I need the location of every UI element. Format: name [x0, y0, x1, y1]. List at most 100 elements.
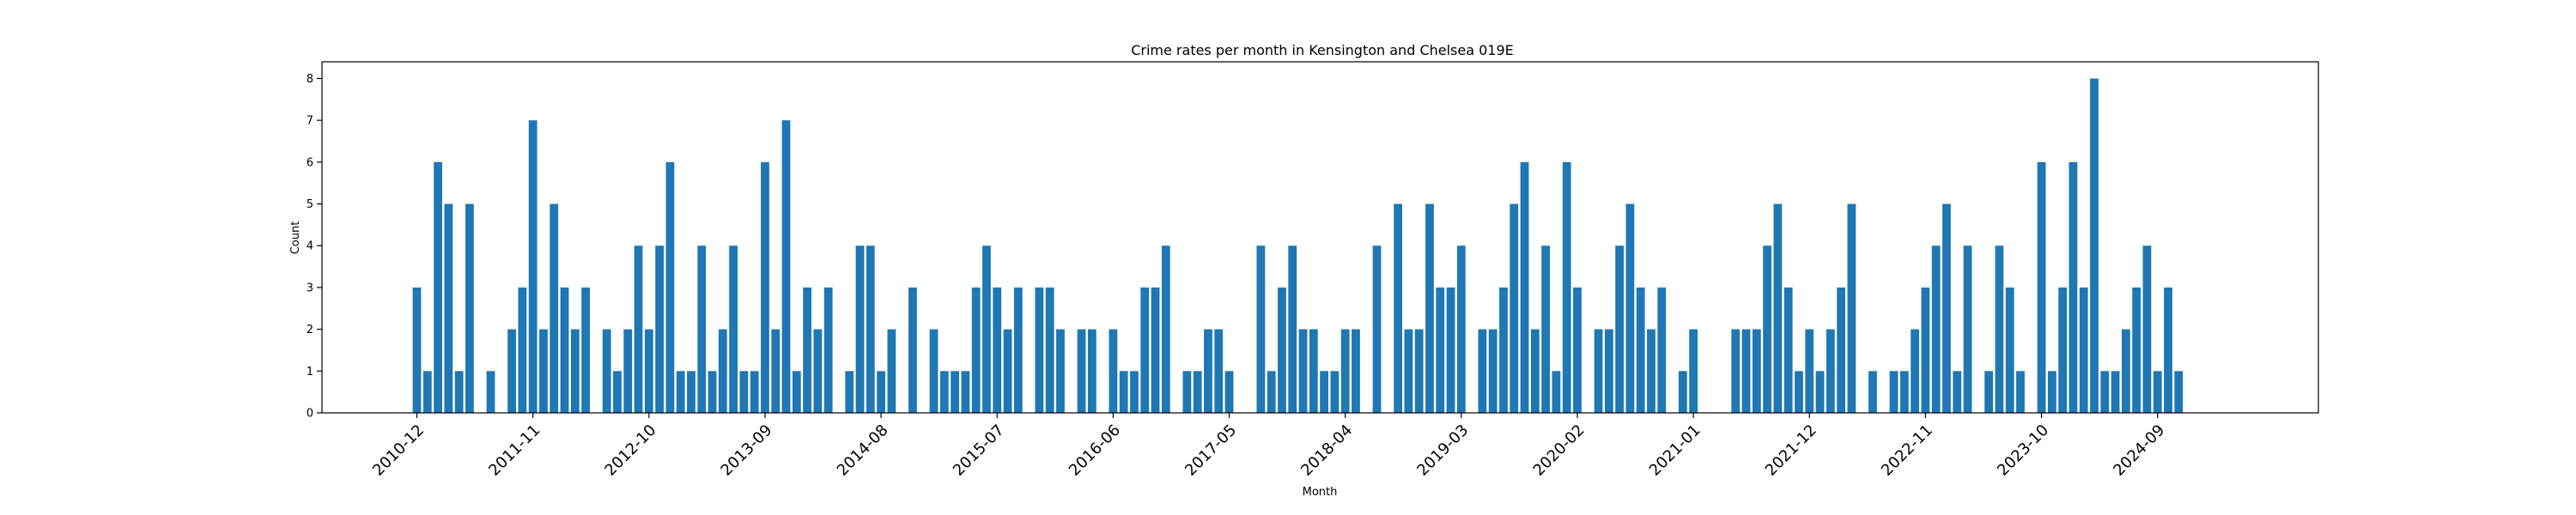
bar — [993, 287, 1002, 413]
x-tick-label: 2021-01 — [1646, 421, 1704, 480]
x-tick-label: 2010-12 — [369, 421, 428, 480]
x-tick-label: 2016-06 — [1066, 421, 1124, 480]
bar — [1826, 329, 1835, 413]
bar — [750, 371, 759, 413]
bar — [803, 287, 811, 413]
bar — [961, 371, 970, 413]
bar — [813, 329, 823, 413]
y-tick-label: 3 — [307, 282, 313, 294]
bar — [1520, 161, 1529, 414]
bar — [1446, 287, 1455, 413]
bar — [560, 287, 569, 413]
bar — [1488, 329, 1498, 413]
bar — [1130, 371, 1139, 413]
y-axis-label: Count — [289, 221, 302, 255]
bar — [697, 245, 707, 413]
x-tick-label: 2022-11 — [1878, 421, 1936, 480]
bar — [1625, 203, 1635, 413]
bar — [1140, 287, 1150, 413]
bar — [866, 245, 875, 413]
bar — [623, 329, 633, 413]
bar — [2090, 78, 2099, 413]
bar — [781, 120, 791, 414]
bar — [2079, 287, 2088, 413]
x-tick-label: 2015-07 — [950, 421, 1008, 480]
bar — [665, 161, 675, 414]
bar — [1942, 203, 1951, 413]
bar — [2005, 287, 2014, 413]
bar — [539, 329, 548, 413]
x-tick-label: 2023-10 — [1994, 421, 2052, 480]
bar — [1752, 329, 1761, 413]
bar — [1636, 287, 1645, 413]
bar — [1963, 245, 1972, 413]
bar — [792, 371, 801, 413]
bar — [1330, 371, 1340, 413]
bar — [1394, 203, 1402, 413]
bar — [1035, 287, 1044, 413]
bar — [1783, 287, 1793, 413]
bar — [1404, 329, 1413, 413]
bar — [1309, 329, 1318, 413]
bar — [951, 371, 959, 413]
bar — [1805, 329, 1814, 413]
bar — [971, 287, 981, 413]
bar — [1953, 371, 1962, 413]
bar — [982, 245, 991, 413]
bar — [1657, 287, 1667, 413]
bar — [613, 371, 622, 413]
y-tick-label: 5 — [307, 198, 313, 211]
y-tick-label: 6 — [307, 156, 313, 169]
bar — [1267, 371, 1276, 413]
y-tick-label: 4 — [307, 240, 313, 253]
bar — [1436, 287, 1445, 413]
bar — [1414, 329, 1424, 413]
bar — [2037, 161, 2046, 414]
bar — [1530, 329, 1540, 413]
bar — [1499, 287, 1508, 413]
x-tick-label: 2017-05 — [1182, 421, 1240, 480]
bar — [1562, 161, 1571, 414]
bar — [1847, 203, 1856, 413]
bar — [1604, 329, 1613, 413]
bar — [1689, 329, 1698, 413]
bar — [1425, 203, 1434, 413]
x-tick-label: 2018-04 — [1297, 421, 1356, 480]
y-tick-label: 0 — [307, 408, 313, 421]
bar — [1615, 245, 1624, 413]
x-tick-label: 2020-02 — [1530, 421, 1589, 480]
bar — [634, 245, 643, 413]
x-axis: 2010-12 2011-11 2012-10 2013-09 2014-08 2015-… — [369, 413, 2168, 480]
bar — [1056, 329, 1065, 413]
bar — [1278, 287, 1286, 413]
bar — [1573, 287, 1582, 413]
bar — [1151, 287, 1160, 413]
bar — [2069, 161, 2078, 414]
bar — [1119, 371, 1128, 413]
bar — [518, 287, 527, 413]
bar — [1984, 371, 1994, 413]
bar — [1815, 371, 1825, 413]
bar — [708, 371, 717, 413]
x-tick-label: 2014-08 — [834, 421, 892, 480]
bar — [2174, 371, 2184, 413]
bar — [2121, 329, 2130, 413]
x-axis-label: Month — [1303, 486, 1338, 499]
bar — [1372, 245, 1382, 413]
bar — [771, 329, 781, 413]
bar — [1298, 329, 1308, 413]
bar — [1995, 245, 2004, 413]
bar — [887, 329, 896, 413]
bar — [1741, 329, 1751, 413]
bar — [939, 371, 949, 413]
bar — [581, 287, 590, 413]
bar — [1510, 203, 1519, 413]
bar — [2100, 371, 2110, 413]
bar — [845, 371, 854, 413]
bar — [454, 371, 464, 413]
x-tick-label: 2011-11 — [485, 421, 544, 480]
bar — [1320, 371, 1328, 413]
bar — [2047, 371, 2057, 413]
bar — [1763, 245, 1772, 413]
bar — [1594, 329, 1603, 413]
